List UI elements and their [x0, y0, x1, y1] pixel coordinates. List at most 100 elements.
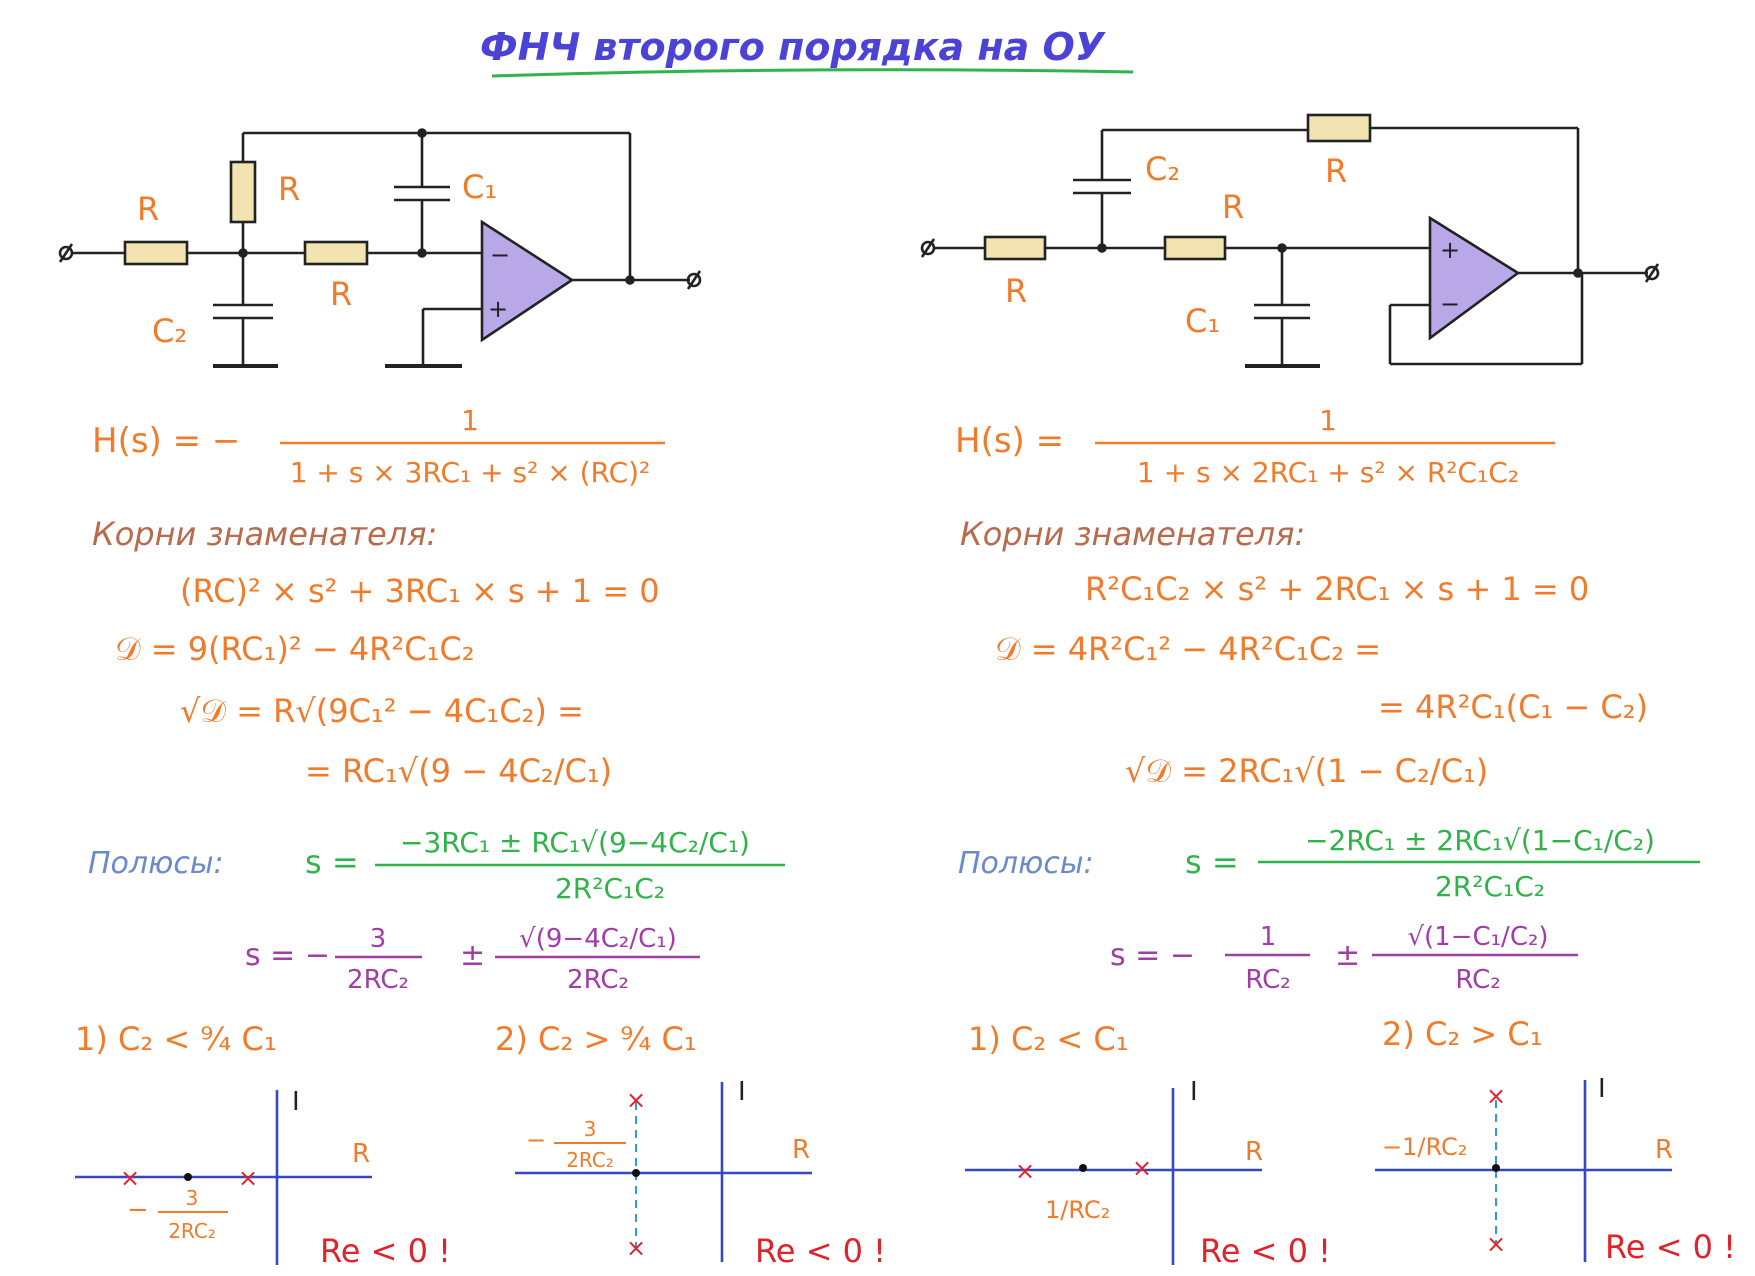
right-poles-den: 2R²C₁C₂: [1435, 870, 1545, 903]
right-s2-lhs: s = −: [1110, 938, 1195, 973]
right-poles-label: Полюсы:: [958, 846, 1094, 881]
left-plot-2-im: I: [738, 1077, 746, 1107]
right-s2-pm: ±: [1335, 938, 1360, 973]
right-plot-2-label: −1/RC₂: [1382, 1133, 1467, 1161]
left-h-lhs: H(s) = −: [92, 421, 240, 461]
left-resistor-in: [123, 240, 189, 266]
right-plot-2-center: [1492, 1164, 1500, 1172]
left-s2-pm: ±: [460, 938, 485, 973]
left-formulas: H(s) = − 1 1 + s × 3RC₁ + s² × (RC)² Кор…: [75, 404, 785, 1058]
right-label-r-fb: R: [1325, 152, 1347, 190]
left-plot-2-frac-den: 2RC₂: [566, 1148, 614, 1172]
right-s2-frac2-den: RC₂: [1455, 965, 1500, 995]
left-circuit: [58, 128, 702, 368]
left-poles-label: Полюсы:: [88, 846, 224, 881]
left-s2-frac2-num: √(9−4C₂/C₁): [519, 924, 677, 954]
left-plot-2-note: Re < 0 !: [755, 1232, 886, 1270]
right-plot-2-re: R: [1655, 1135, 1673, 1165]
right-plot-1-im: I: [1190, 1077, 1198, 1107]
left-poles-num: −3RC₁ ± RC₁√(9−4C₂/C₁): [400, 826, 750, 859]
left-label-r-mid: R: [330, 275, 352, 313]
right-h-lhs: H(s) =: [955, 421, 1064, 461]
right-circuit: [920, 113, 1660, 368]
left-plot-1-pole-b: ×: [238, 1164, 258, 1192]
right-h-den: 1 + s × 2RC₁ + s² × R²C₁C₂: [1137, 456, 1519, 489]
right-plot-2-im: I: [1598, 1074, 1606, 1104]
left-roots-heading: Корни знаменателя:: [92, 515, 437, 553]
left-plot-1-pole-a: ×: [120, 1164, 140, 1192]
page-title: ФНЧ второго порядка на ОУ: [480, 25, 1106, 69]
left-case-1: 1) C₂ < ⁹⁄₄ C₁: [75, 1020, 277, 1058]
left-label-r-in: R: [137, 190, 159, 228]
left-label-c2: C₂: [152, 312, 187, 350]
left-plot-2-pole-a: ×: [626, 1086, 646, 1114]
left-plot-2-center: [632, 1169, 640, 1177]
right-label-r-mid: R: [1222, 188, 1244, 226]
left-plot-1-im: I: [292, 1087, 300, 1117]
left-opamp: [480, 219, 575, 343]
left-h-den: 1 + s × 3RC₁ + s² × (RC)²: [290, 456, 651, 489]
left-h-num: 1: [461, 404, 479, 437]
right-roots-heading: Корни знаменателя:: [960, 515, 1305, 553]
left-plot-1-frac-den: 2RC₂: [168, 1219, 216, 1243]
left-eq-2: 𝒟 = 9(RC₁)² − 4R²C₁C₂: [115, 630, 475, 668]
right-s2-frac1-num: 1: [1260, 922, 1277, 952]
right-eq-2: 𝒟 = 4R²C₁² − 4R²C₁C₂ =: [995, 630, 1381, 668]
right-resistor-in: [983, 235, 1047, 261]
right-opamp-minus: −: [1440, 290, 1460, 318]
left-s2-frac2-den: 2RC₂: [567, 965, 629, 995]
left-plot-2-minus: −: [526, 1126, 546, 1154]
left-s2-lhs: s = −: [245, 938, 330, 973]
right-label-r-in: R: [1005, 272, 1027, 310]
right-poles-lhs: s =: [1185, 843, 1239, 881]
left-plot-2-frac-num: 3: [584, 1117, 597, 1141]
right-opamp: [1428, 215, 1521, 341]
right-plot-2-pole-a: ×: [1486, 1082, 1506, 1110]
right-resistor-mid: [1163, 235, 1227, 261]
right-plot-1-pole-a: ×: [1015, 1157, 1035, 1185]
left-opamp-minus: −: [490, 241, 510, 269]
left-label-c1: C₁: [462, 168, 497, 206]
right-s2-frac2-num: √(1−C₁/C₂): [1407, 922, 1548, 952]
right-output-terminal: [1644, 265, 1660, 281]
left-poles-den: 2R²C₁C₂: [555, 872, 665, 905]
left-eq-3: √𝒟 = R√(9C₁² − 4C₁C₂) =: [180, 692, 584, 730]
right-formulas: H(s) = 1 1 + s × 2RC₁ + s² × R²C₁C₂ Корн…: [955, 404, 1700, 1058]
right-plot-1-center: [1079, 1164, 1087, 1172]
right-plot-1-re: R: [1245, 1137, 1263, 1167]
right-h-num: 1: [1319, 404, 1337, 437]
left-plot-2: I R × × − 3 2RC₂ Re < 0 !: [515, 1077, 886, 1270]
left-plot-2-re: R: [792, 1135, 810, 1165]
left-plot-1-frac-num: 3: [186, 1186, 199, 1210]
left-s2-frac1-num: 3: [370, 924, 387, 954]
left-plot-1: I R × × − 3 2RC₂ Re < 0 !: [75, 1087, 451, 1270]
right-circuit-labels: R R R C₁ C₂ + −: [1005, 150, 1460, 340]
left-plot-2-pole-b: ×: [626, 1234, 646, 1262]
left-s2-frac1-den: 2RC₂: [347, 965, 409, 995]
right-case-2: 2) C₂ > C₁: [1382, 1015, 1543, 1053]
right-s2-frac1-den: RC₂: [1245, 965, 1290, 995]
left-resistor-mid: [303, 240, 369, 266]
left-eq-1: (RC)² × s² + 3RC₁ × s + 1 = 0: [180, 572, 660, 610]
left-resistor-up: [229, 160, 257, 224]
right-label-c1: C₁: [1185, 302, 1220, 340]
title-block: ФНЧ второго порядка на ОУ: [480, 25, 1134, 78]
right-plot-1-label: 1/RC₂: [1045, 1196, 1110, 1224]
right-plot-1: I R × × 1/RC₂ Re < 0 !: [965, 1077, 1331, 1270]
right-resistor-fb: [1306, 113, 1372, 143]
left-plot-1-re: R: [352, 1139, 370, 1169]
right-plot-1-pole-b: ×: [1132, 1154, 1152, 1182]
left-opamp-plus: +: [488, 295, 508, 323]
right-eq-4: √𝒟 = 2RC₁√(1 − C₂/C₁): [1125, 752, 1488, 790]
left-case-2: 2) C₂ > ⁹⁄₄ C₁: [495, 1020, 697, 1058]
left-output-terminal: [686, 272, 702, 288]
right-label-c2: C₂: [1145, 150, 1180, 188]
right-plot-1-note: Re < 0 !: [1200, 1232, 1331, 1270]
right-eq-1: R²C₁C₂ × s² + 2RC₁ × s + 1 = 0: [1085, 570, 1589, 608]
left-label-r-up: R: [278, 170, 300, 208]
left-eq-4: = RC₁√(9 − 4C₂/C₁): [305, 752, 612, 790]
right-plot-2: I R × × −1/RC₂ Re < 0 !: [1375, 1074, 1736, 1266]
right-plot-2-pole-b: ×: [1486, 1230, 1506, 1258]
right-case-1: 1) C₂ < C₁: [968, 1020, 1129, 1058]
